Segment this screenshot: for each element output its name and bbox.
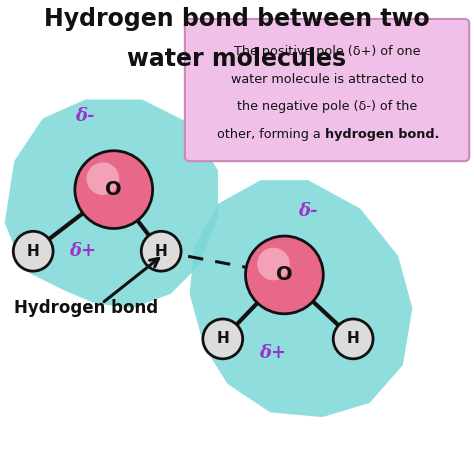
Text: The positive pole (δ+) of one: The positive pole (δ+) of one [234,45,420,58]
Text: O: O [276,265,293,284]
Text: H: H [155,244,167,259]
Text: H: H [27,244,39,259]
Text: δ+: δ+ [259,344,286,362]
Text: δ-: δ- [75,107,95,125]
Circle shape [257,248,290,280]
Text: H: H [217,331,229,346]
Circle shape [203,319,243,359]
Text: hydrogen bond.: hydrogen bond. [325,128,439,140]
Circle shape [87,163,119,195]
Text: Hydrogen bond between two: Hydrogen bond between two [44,7,430,31]
Text: O: O [105,180,122,199]
Text: the negative pole (δ-) of the: the negative pole (δ-) of the [237,100,417,113]
Text: H: H [347,331,359,346]
Text: water molecule is attracted to: water molecule is attracted to [230,73,424,85]
FancyBboxPatch shape [185,19,469,161]
Text: δ-: δ- [298,202,318,220]
Text: water molecules: water molecules [128,47,346,72]
Polygon shape [5,100,218,308]
Polygon shape [190,180,412,417]
Text: Hydrogen bond: Hydrogen bond [14,299,158,317]
Circle shape [333,319,373,359]
Text: other, forming a: other, forming a [217,128,325,140]
Circle shape [141,231,181,271]
Circle shape [75,151,153,228]
Circle shape [13,231,53,271]
Circle shape [246,236,323,314]
Text: δ+: δ+ [69,242,97,260]
